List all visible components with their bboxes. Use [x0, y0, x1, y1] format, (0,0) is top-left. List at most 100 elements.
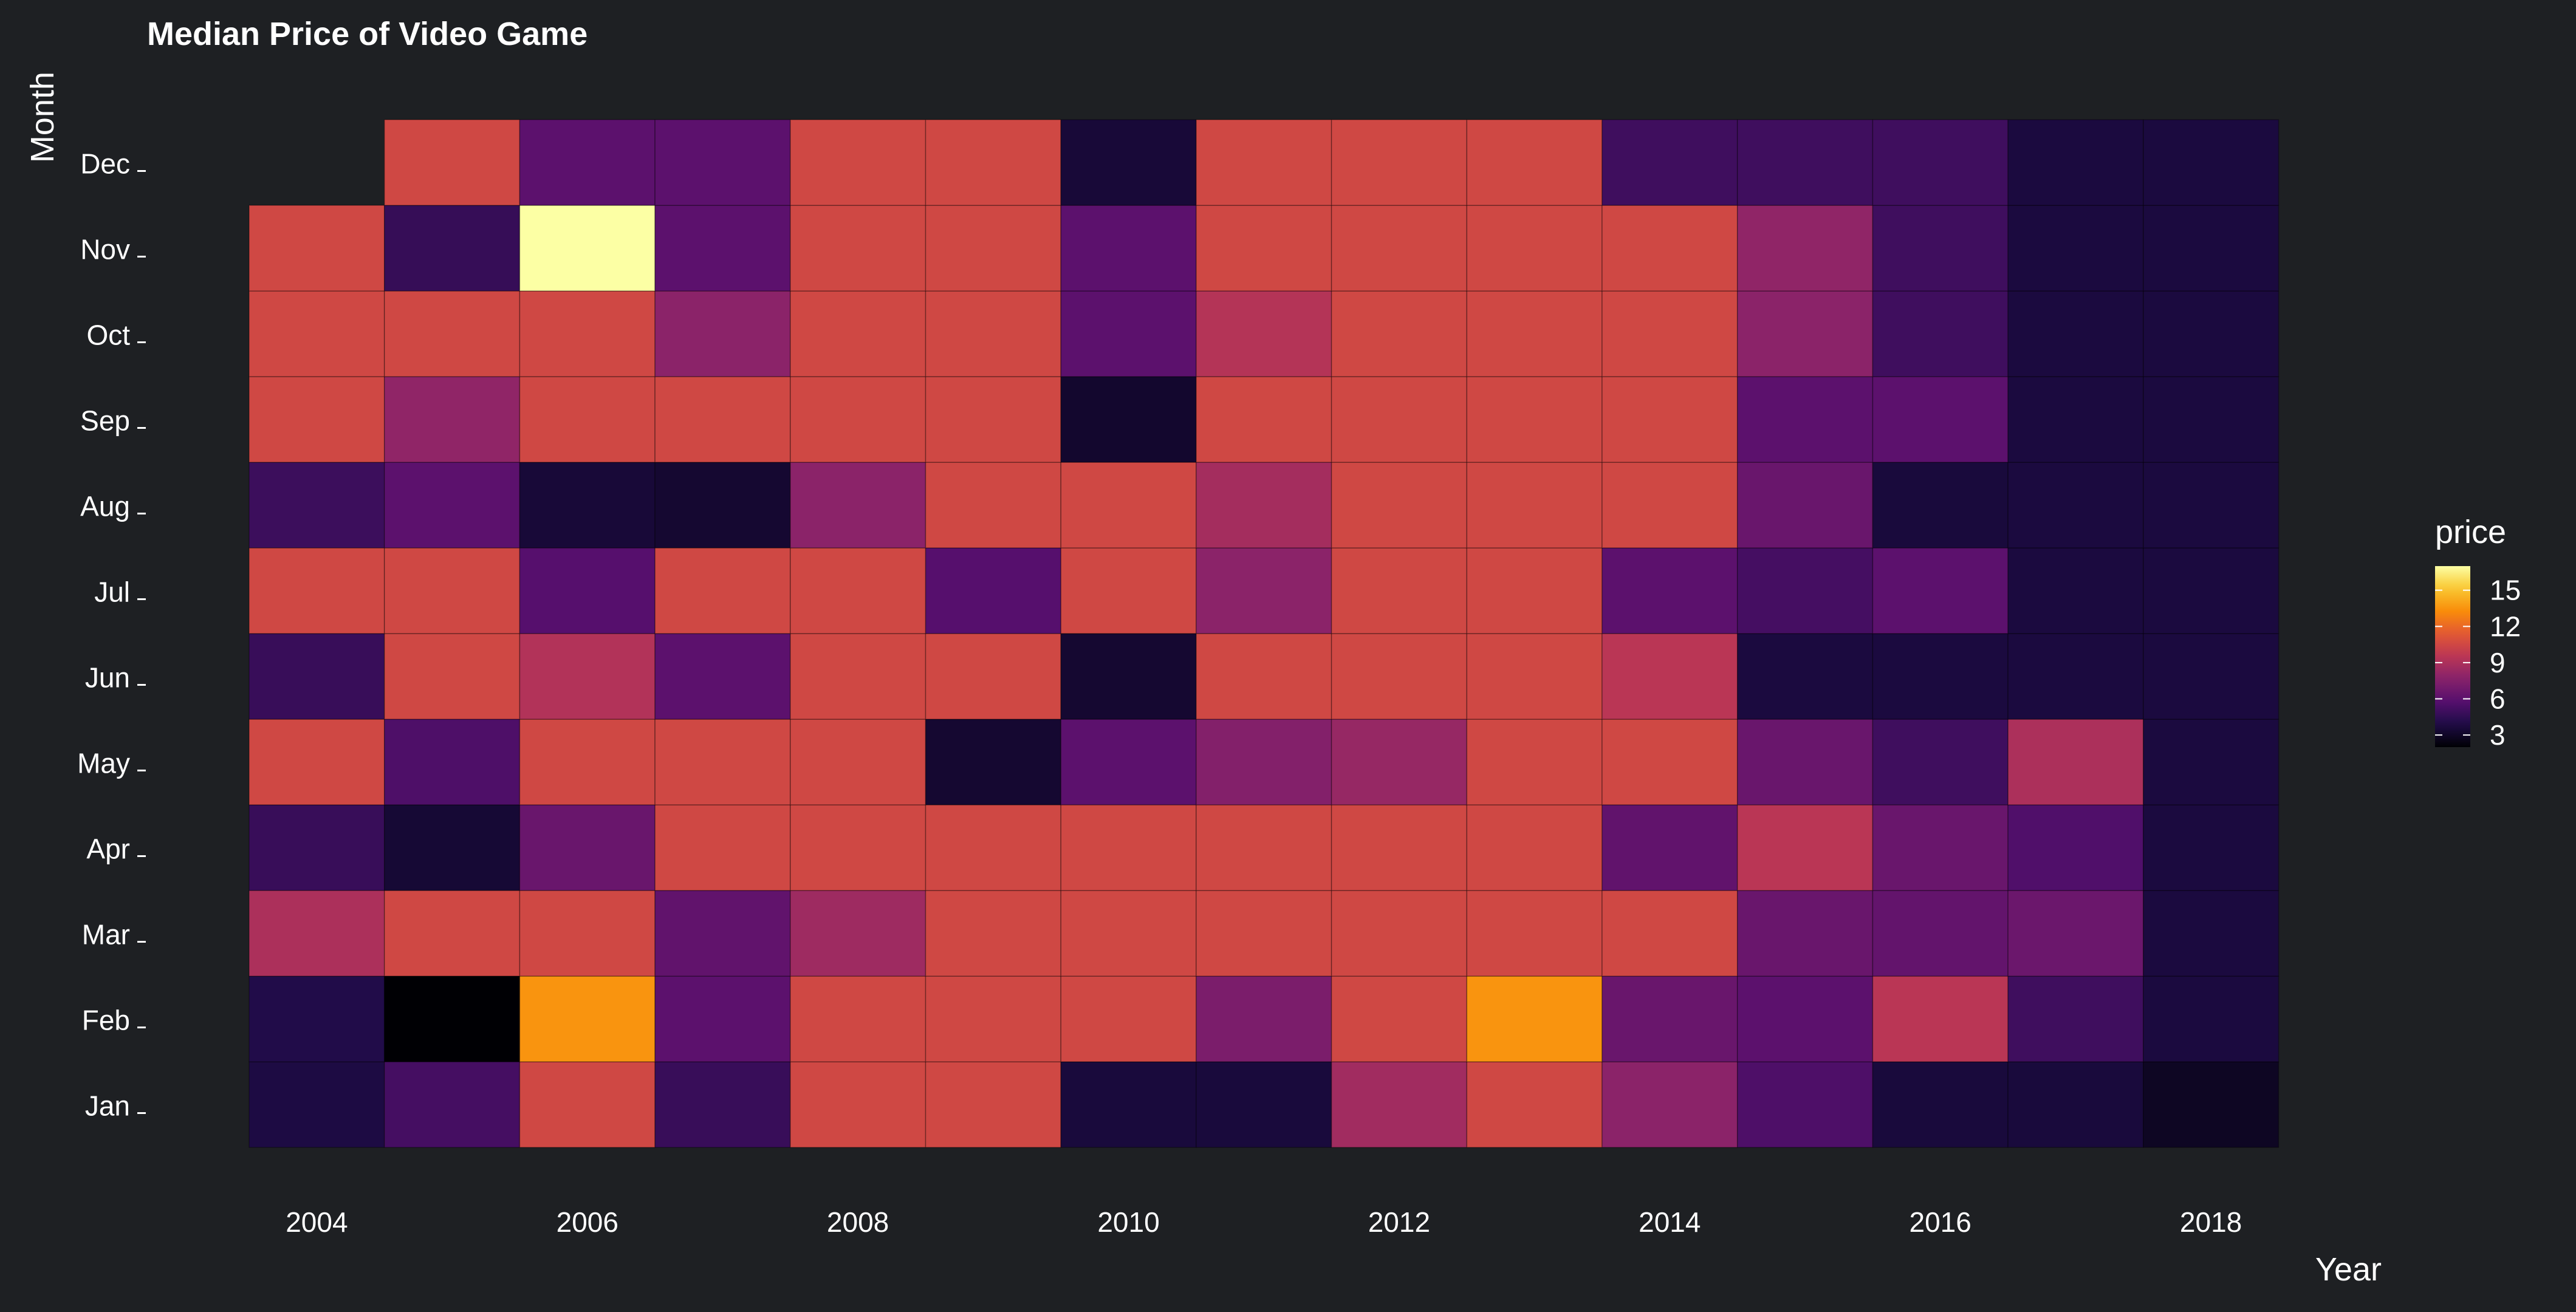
- heatmap-cell-nov-2013: [1466, 205, 1603, 292]
- heatmap-cell-apr-2010: [1060, 804, 1197, 891]
- legend-ticks: 3 6 9 12 15: [2435, 575, 2521, 751]
- heatmap-cell-jul-2007: [654, 547, 791, 634]
- heatmap-cell-feb-2008: [790, 975, 927, 1062]
- heatmap-cell-oct-2012: [1331, 290, 1468, 377]
- heatmap-cell-sep-2013: [1466, 376, 1603, 463]
- x-tick-label-2008: 2008: [827, 1206, 889, 1238]
- heatmap-cell-sep-2006: [519, 376, 656, 463]
- heatmap-cell-may-2008: [790, 719, 927, 805]
- heatmap-cell-mar-2013: [1466, 890, 1603, 977]
- heatmap-cell-feb-2015: [1736, 975, 1874, 1062]
- heatmap-cell-jan-2011: [1196, 1061, 1332, 1148]
- heatmap-cell-mar-2008: [790, 890, 927, 977]
- legend-tick-label-6: 6: [2490, 683, 2506, 715]
- heatmap-cell-feb-2014: [1601, 975, 1738, 1062]
- heatmap-cell-apr-2017: [2007, 804, 2144, 891]
- heatmap-cell-jun-2011: [1196, 633, 1332, 720]
- heatmap-cell-apr-2016: [1872, 804, 2009, 891]
- x-tick-label-2012: 2012: [1368, 1206, 1430, 1238]
- x-tick-label-2014: 2014: [1639, 1206, 1701, 1238]
- heatmap-cell-sep-2015: [1736, 376, 1874, 463]
- heatmap-cell-jan-2004: [248, 1061, 385, 1148]
- heatmap-cell-jun-2012: [1331, 633, 1468, 720]
- heatmap-cell-dec-2013: [1466, 119, 1603, 206]
- heatmap-cell-jun-2017: [2007, 633, 2144, 720]
- x-axis-label: Year: [2315, 1251, 2382, 1288]
- heatmap-cell-may-2004: [248, 719, 385, 805]
- heatmap-cell-nov-2010: [1060, 205, 1197, 292]
- y-axis-label: Month: [24, 72, 61, 163]
- heatmap-cells: [248, 119, 2280, 1148]
- heatmap-cell-oct-2011: [1196, 290, 1332, 377]
- heatmap-cell-feb-2005: [383, 975, 521, 1062]
- heatmap-cell-mar-2006: [519, 890, 656, 977]
- heatmap-cell-may-2016: [1872, 719, 2009, 805]
- heatmap-cell-jun-2005: [383, 633, 521, 720]
- heatmap-cell-nov-2006: [519, 205, 656, 292]
- heatmap-cell-mar-2012: [1331, 890, 1468, 977]
- heatmap-cell-jan-2016: [1872, 1061, 2009, 1148]
- heatmap-cell-jan-2015: [1736, 1061, 1874, 1148]
- heatmap-cell-feb-2012: [1331, 975, 1468, 1062]
- heatmap-cell-jan-2006: [519, 1061, 656, 1148]
- heatmap-cell-jan-2018: [2143, 1061, 2280, 1148]
- heatmap-cell-mar-2015: [1736, 890, 1874, 977]
- heatmap-cell-oct-2010: [1060, 290, 1197, 377]
- heatmap-cell-may-2006: [519, 719, 656, 805]
- heatmap-cell-jul-2017: [2007, 547, 2144, 634]
- heatmap-cell-oct-2009: [925, 290, 1061, 377]
- heatmap-cell-apr-2015: [1736, 804, 1874, 891]
- y-tick-label-dec: Dec: [80, 148, 130, 180]
- heatmap-cell-jul-2018: [2143, 547, 2280, 634]
- heatmap-cell-jan-2012: [1331, 1061, 1468, 1148]
- heatmap-cell-jan-2014: [1601, 1061, 1738, 1148]
- heatmap-cell-dec-2005: [383, 119, 521, 206]
- heatmap-cell-jan-2007: [654, 1061, 791, 1148]
- heatmap-cell-jul-2009: [925, 547, 1061, 634]
- heatmap-cell-feb-2010: [1060, 975, 1197, 1062]
- y-tick-label-oct: Oct: [86, 319, 130, 351]
- heatmap-cell-feb-2006: [519, 975, 656, 1062]
- chart-title: Median Price of Video Game: [147, 16, 587, 52]
- heatmap-cell-apr-2009: [925, 804, 1061, 891]
- legend-tick-label-12: 12: [2490, 610, 2521, 642]
- heatmap-cell-nov-2004: [248, 205, 385, 292]
- heatmap-cell-nov-2015: [1736, 205, 1874, 292]
- heatmap-cell-oct-2016: [1872, 290, 2009, 377]
- y-tick-label-jun: Jun: [85, 662, 130, 694]
- heatmap-cell-mar-2017: [2007, 890, 2144, 977]
- heatmap-cell-apr-2008: [790, 804, 927, 891]
- heatmap-cell-aug-2014: [1601, 462, 1738, 548]
- heatmap-cell-may-2009: [925, 719, 1061, 805]
- heatmap-cell-apr-2014: [1601, 804, 1738, 891]
- heatmap-cell-sep-2008: [790, 376, 927, 463]
- heatmap-cell-aug-2010: [1060, 462, 1197, 548]
- heatmap-cell-dec-2015: [1736, 119, 1874, 206]
- heatmap-cell-aug-2013: [1466, 462, 1603, 548]
- heatmap-cell-jul-2016: [1872, 547, 2009, 634]
- legend-tick-label-15: 15: [2490, 575, 2521, 606]
- heatmap-cell-jul-2013: [1466, 547, 1603, 634]
- heatmap-cell-jun-2014: [1601, 633, 1738, 720]
- heatmap-cell-mar-2014: [1601, 890, 1738, 977]
- legend-colorbar: [2435, 566, 2470, 747]
- y-tick-label-mar: Mar: [82, 919, 130, 951]
- heatmap-cell-nov-2011: [1196, 205, 1332, 292]
- heatmap-cell-mar-2016: [1872, 890, 2009, 977]
- heatmap-cell-jan-2017: [2007, 1061, 2144, 1148]
- heatmap-cell-aug-2015: [1736, 462, 1874, 548]
- legend-title: price: [2435, 514, 2506, 550]
- heatmap-cell-mar-2005: [383, 890, 521, 977]
- heatmap-cell-jun-2010: [1060, 633, 1197, 720]
- heatmap-cell-dec-2016: [1872, 119, 2009, 206]
- heatmap-cell-jan-2008: [790, 1061, 927, 1148]
- heatmap-cell-dec-2007: [654, 119, 791, 206]
- heatmap-cell-sep-2014: [1601, 376, 1738, 463]
- heatmap-cell-jul-2014: [1601, 547, 1738, 634]
- y-tick-label-aug: Aug: [80, 491, 130, 522]
- heatmap-cell-dec-2008: [790, 119, 927, 206]
- heatmap-cell-may-2014: [1601, 719, 1738, 805]
- heatmap-cell-jul-2015: [1736, 547, 1874, 634]
- heatmap-cell-apr-2018: [2143, 804, 2280, 891]
- heatmap-cell-jun-2015: [1736, 633, 1874, 720]
